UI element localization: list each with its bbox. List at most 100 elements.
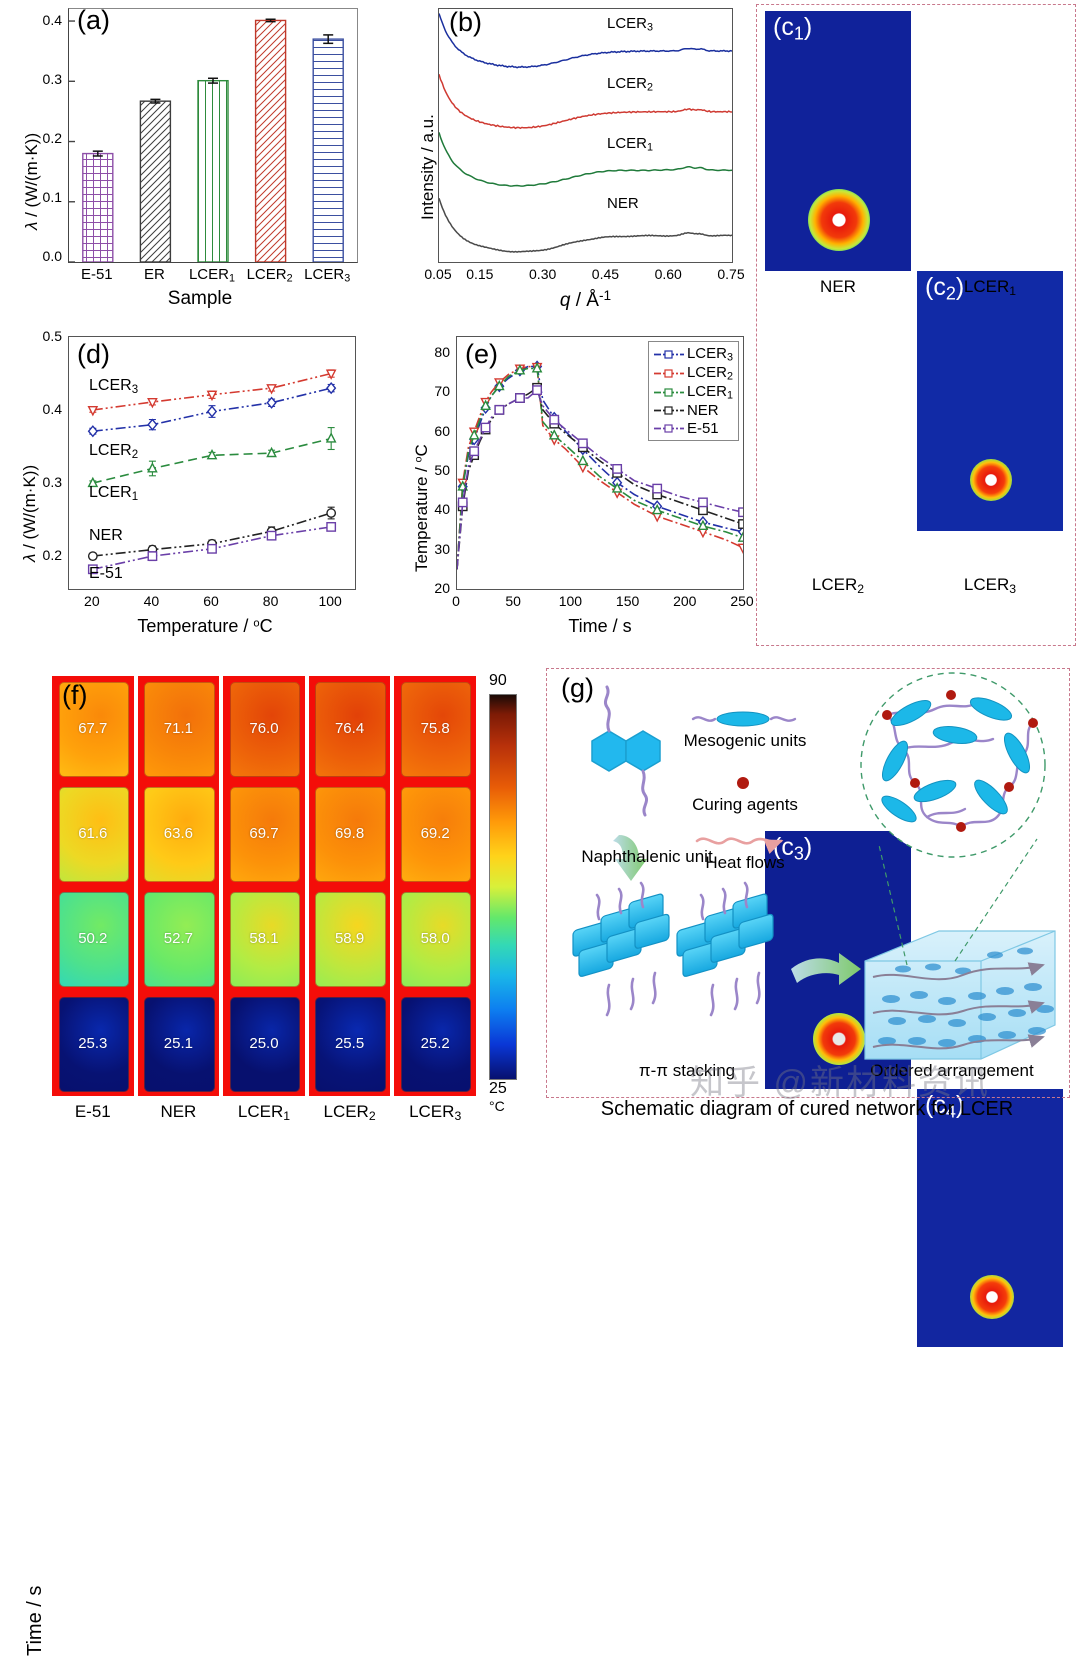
panel-b-label-lcer3: LCER3 (607, 15, 654, 34)
panel-a-yticks: 0.4 0.3 0.2 0.1 0.0 (42, 12, 62, 264)
thermal-sample-patch (144, 892, 215, 987)
thermal-sample-patch (315, 787, 386, 882)
panel-e-xtick-3: 150 (615, 593, 640, 609)
thermal-cell: 71.1 (138, 676, 220, 781)
series-LCER₂ (457, 365, 743, 570)
thermal-cell: 69.2 (394, 781, 476, 886)
panel-d-xtick-3: 80 (262, 593, 279, 609)
panel-f: Time / s 70s37s20s1s 67.761.650.225.371.… (0, 656, 530, 1656)
legend-swatch-LCER₁ (653, 388, 684, 397)
thermal-value: 69.8 (334, 825, 365, 842)
legend-swatch-LCER₃ (653, 350, 684, 359)
series-LCER₁ (92, 437, 332, 484)
panel-a-bars (69, 9, 357, 262)
panel-b-xlabel: q / Å-1 (559, 288, 612, 312)
thermal-value: 69.2 (420, 825, 450, 842)
thermal-sample-patch (144, 997, 215, 1092)
legend-swatch-E-51 (653, 424, 684, 433)
thermal-column-NER: 71.1 63.6 52.7 25.1 (137, 676, 220, 1096)
panel-c1-tag: (c1) (773, 13, 813, 44)
bar-ER (139, 100, 172, 262)
panel-d-series (87, 369, 337, 575)
panel-b-label-ner: NER (607, 195, 639, 212)
panel-b-xticklabels: 0.05 0.15 0.30 0.45 0.60 0.75 (424, 266, 744, 286)
thermal-sample-patch (400, 682, 472, 777)
curve-LCER₂ (439, 73, 732, 130)
legend-item-NER[interactable]: NER (653, 402, 733, 419)
panel-g-label-ordered: Ordered arrangement (870, 1061, 1034, 1080)
thermal-cell: 61.6 (52, 781, 134, 886)
legend-item-E-51[interactable]: E-51 (653, 419, 733, 437)
mesogenic-unit-icon (691, 711, 797, 727)
pi-pi-stack-left (572, 881, 670, 1017)
panel-g-label-curing: Curing agents (692, 795, 798, 814)
panel-d-xtick-1: 40 (143, 593, 160, 609)
panel-b-xtick-0: 0.05 (424, 266, 452, 282)
legend-item-LCER₁[interactable]: LCER1 (653, 383, 733, 402)
thermal-cell: 75.8 (394, 676, 476, 781)
panel-g-label-mesogenic: Mesogenic units (683, 731, 807, 750)
panel-b-xtick-4: 0.60 (654, 266, 682, 282)
thermal-cell: 67.7 (52, 676, 134, 781)
panel-e-xtick-5: 250 (730, 593, 754, 609)
thermal-value: 25.0 (249, 1035, 279, 1052)
panel-c3-caption: LCER2 (811, 575, 865, 597)
panel-b-xtick-2: 0.30 (529, 266, 557, 282)
thermal-sample-patch (229, 997, 301, 1092)
thermal-sample-patch (229, 892, 301, 987)
panel-e: Temperature / oC 20 30 40 50 60 70 80 (e) LCER… (390, 322, 756, 652)
thermal-sample-patch (229, 787, 301, 882)
beam-spot-c2 (970, 459, 1012, 501)
thermal-column-LCER₁: 76.0 69.7 58.1 25.0 (223, 676, 305, 1096)
panel-f-collabel-1: NER (160, 1102, 197, 1121)
panel-b-curves (439, 13, 732, 253)
thermal-value: 61.6 (78, 825, 108, 842)
panel-d-xticklabels: 20 40 60 80 100 (68, 593, 356, 613)
thermal-cell: 25.1 (138, 991, 220, 1096)
thermal-cell: 58.9 (309, 886, 391, 991)
thermal-value: 76.4 (334, 720, 365, 737)
legend-label-LCER₃: LCER3 (686, 345, 733, 364)
colorbar-unit-label: °C (489, 1098, 505, 1114)
panel-d-ytick-3: 0.5 (42, 328, 62, 344)
thermal-cell: 58.0 (394, 886, 476, 991)
panel-b-ylabel: Intensity / a.u. (418, 114, 437, 220)
thermal-cell: 76.0 (223, 676, 305, 781)
thermal-value: 63.6 (163, 825, 193, 842)
panel-b-xtick-5: 0.75 (717, 266, 745, 282)
down-arrow-icon (613, 835, 647, 881)
panel-g-label-stacking: π-π stacking (638, 1061, 736, 1080)
panel-d-ytick-1: 0.3 (42, 474, 62, 491)
panel-d-label-e51: E-51 (89, 565, 123, 582)
panel-e-ytick-1: 30 (434, 540, 450, 557)
panel-e-ytick-0: 20 (434, 580, 450, 596)
panel-e-xtick-4: 200 (673, 593, 697, 609)
panel-e-yticklabels: 20 30 40 50 60 70 80 (418, 322, 452, 597)
heat-flow-icon (695, 837, 784, 855)
right-arrow-icon (791, 953, 861, 985)
series-E-51 (457, 388, 743, 570)
panel-d-xtick-4: 100 (318, 593, 342, 609)
thermal-column-E-51: 67.7 61.6 50.2 25.3 (52, 676, 134, 1096)
panel-d-label-lcer3: LCER3 (89, 377, 139, 396)
panel-d-xlabel: Temperature / oC (137, 616, 273, 636)
colorbar-min-label: 25 (489, 1080, 507, 1097)
beam-spot-c1 (808, 189, 870, 251)
panel-d-xtick-2: 60 (203, 593, 219, 609)
panel-e-legend: LCER3 LCER2 LCER1 NER E-51 (647, 341, 739, 441)
panel-f-collabel-4: LCER3 (409, 1102, 462, 1124)
legend-label-E-51: E-51 (686, 419, 719, 437)
panel-a-xlabel: Sample (167, 288, 233, 309)
beam-spot-c4 (970, 1275, 1014, 1319)
legend-item-LCER₂[interactable]: LCER2 (653, 364, 733, 383)
legend-item-LCER₃[interactable]: LCER3 (653, 345, 733, 364)
panel-e-xtick-0: 0 (452, 593, 460, 609)
thermal-value: 50.2 (78, 930, 108, 947)
panel-f-colorbar: 90 25 °C (487, 672, 527, 1114)
thermal-sample-patch (229, 682, 301, 777)
thermal-sample-patch (58, 787, 130, 882)
thermal-cell: 52.7 (138, 886, 220, 991)
saxs-image-c4: (c4) (917, 1089, 1063, 1347)
panel-a: λ / (W/(m·K)) 0.4 0.3 0.2 0.1 0.0 (a) E-… (0, 0, 390, 318)
panel-b-xtick-3: 0.45 (591, 266, 620, 282)
